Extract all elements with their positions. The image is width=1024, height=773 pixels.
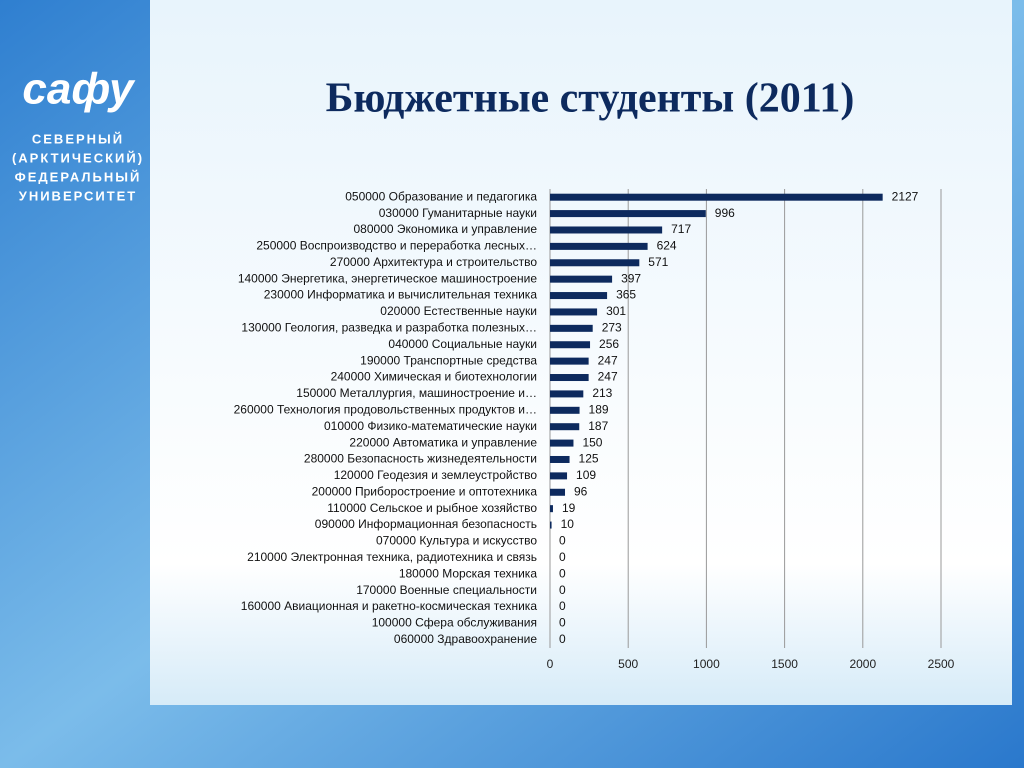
value-label: 0 [559,583,566,597]
category-label: 150000 Металлургия, машиностроение и… [296,386,537,400]
category-label: 080000 Экономика и управление [354,222,538,236]
value-label: 0 [559,599,566,613]
value-label: 717 [671,222,691,236]
bar [550,324,593,332]
value-label: 125 [579,452,599,466]
bar [550,226,663,234]
x-tick-label: 0 [547,657,554,671]
bar [550,308,598,316]
category-label: 090000 Информационная безопасность [315,517,537,531]
value-label: 247 [598,353,618,367]
value-label: 96 [574,484,588,498]
value-label: 624 [657,239,677,253]
category-label: 060000 Здравоохранение [394,632,537,646]
value-label: 301 [606,304,626,318]
value-label: 10 [561,517,575,531]
value-label: 19 [562,501,576,515]
bar [550,488,566,496]
value-label: 0 [559,616,566,630]
category-label: 280000 Безопасность жизнедеятельности [304,452,537,466]
bar [550,455,570,463]
value-label: 996 [715,206,735,220]
value-label: 109 [576,468,596,482]
bar [550,275,613,283]
bar [550,242,648,250]
logo-line: УНИВЕРСИТЕТ [19,188,138,203]
value-label: 247 [598,370,618,384]
category-label: 190000 Транспортные средства [360,353,537,367]
category-label: 180000 Морская техника [399,566,537,580]
value-label: 0 [559,534,566,548]
logo-line: СЕВЕРНЫЙ [32,131,124,146]
category-label: 250000 Воспроизводство и переработка лес… [256,239,537,253]
value-label: 397 [621,271,641,285]
chart-title: Бюджетные студенты (2011) [326,76,855,122]
value-label: 0 [559,632,566,646]
value-label: 187 [588,419,608,433]
value-label: 273 [602,321,622,335]
logo-line: (АРКТИЧЕСКИЙ) [12,150,144,165]
category-label: 260000 Технология продовольственных прод… [234,402,537,416]
logo-mark: сафу [22,65,136,114]
category-label: 200000 Приборостроение и оптотехника [312,484,538,498]
x-tick-label: 1000 [693,657,720,671]
value-label: 2127 [892,189,919,203]
bar [550,390,584,398]
category-label: 030000 Гуманитарные науки [379,206,537,220]
value-label: 0 [559,566,566,580]
category-label: 070000 Культура и искусство [376,534,537,548]
category-label: 120000 Геодезия и землеустройство [334,468,538,482]
logo-text: СЕВЕРНЫЙ (АРКТИЧЕСКИЙ) ФЕДЕРАЛЬНЫЙ УНИВЕ… [12,131,144,203]
content-panel [150,0,1012,705]
bar [550,472,568,480]
category-label: 100000 Сфера обслуживания [372,616,537,630]
category-label: 110000 Сельское и рыбное хозяйство [327,501,537,515]
value-label: 256 [599,337,619,351]
value-label: 571 [648,255,668,269]
bar [550,423,580,431]
value-label: 150 [582,435,602,449]
x-tick-label: 1500 [771,657,798,671]
value-label: 189 [589,402,609,416]
bar [550,193,883,201]
category-label: 230000 Информатика и вычислительная техн… [264,288,538,302]
category-label: 140000 Энергетика, энергетическое машино… [238,271,538,285]
bar [550,505,553,513]
bar [550,521,552,529]
category-label: 010000 Физико-математические науки [324,419,537,433]
category-label: 050000 Образование и педагогика [345,189,537,203]
category-label: 020000 Естественные науки [380,304,537,318]
category-label: 130000 Геология, разведка и разработка п… [241,321,537,335]
value-label: 0 [559,550,566,564]
category-label: 040000 Социальные науки [388,337,537,351]
category-label: 160000 Авиационная и ракетно-космическая… [241,599,538,613]
x-tick-label: 2000 [849,657,876,671]
category-label: 210000 Электронная техника, радиотехника… [247,550,537,564]
category-label: 220000 Автоматика и управление [349,435,537,449]
bar [550,292,608,300]
bar [550,439,574,447]
logo-line: ФЕДЕРАЛЬНЫЙ [15,169,142,184]
bar [550,357,589,365]
bar [550,210,706,218]
value-label: 213 [592,386,612,400]
value-label: 365 [616,288,636,302]
bar [550,374,589,382]
x-tick-label: 500 [618,657,638,671]
bar [550,341,591,349]
category-label: 270000 Архитектура и строительство [330,255,537,269]
bar [550,406,580,414]
category-label: 170000 Военные специальности [356,583,537,597]
bar [550,259,640,267]
x-tick-label: 2500 [928,657,955,671]
category-label: 240000 Химическая и биотехнологии [331,370,537,384]
